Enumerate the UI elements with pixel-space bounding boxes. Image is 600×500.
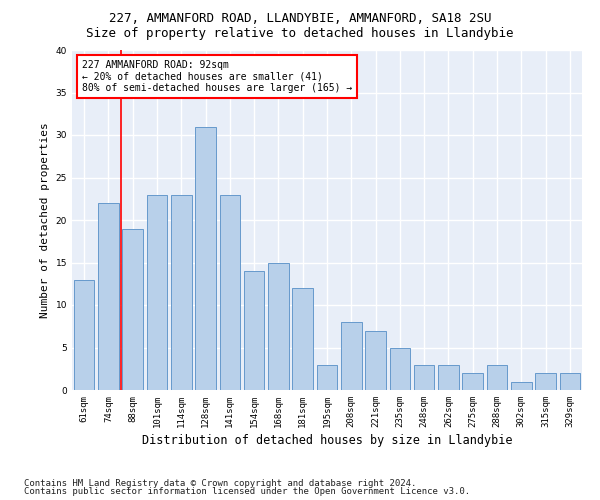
Text: 227 AMMANFORD ROAD: 92sqm
← 20% of detached houses are smaller (41)
80% of semi-: 227 AMMANFORD ROAD: 92sqm ← 20% of detac… — [82, 60, 352, 94]
Bar — [146, 194, 167, 390]
Bar — [414, 364, 434, 390]
Y-axis label: Number of detached properties: Number of detached properties — [40, 122, 50, 318]
Bar — [122, 228, 143, 390]
Bar — [463, 373, 483, 390]
Text: Size of property relative to detached houses in Llandybie: Size of property relative to detached ho… — [86, 28, 514, 40]
Bar — [341, 322, 362, 390]
Text: 227, AMMANFORD ROAD, LLANDYBIE, AMMANFORD, SA18 2SU: 227, AMMANFORD ROAD, LLANDYBIE, AMMANFOR… — [109, 12, 491, 26]
Bar — [268, 262, 289, 390]
Bar — [244, 271, 265, 390]
Bar — [171, 194, 191, 390]
Bar — [438, 364, 459, 390]
Bar — [74, 280, 94, 390]
Bar — [535, 373, 556, 390]
Bar — [195, 126, 216, 390]
Text: Contains public sector information licensed under the Open Government Licence v3: Contains public sector information licen… — [24, 487, 470, 496]
Bar — [487, 364, 508, 390]
Bar — [560, 373, 580, 390]
Text: Contains HM Land Registry data © Crown copyright and database right 2024.: Contains HM Land Registry data © Crown c… — [24, 478, 416, 488]
Bar — [389, 348, 410, 390]
X-axis label: Distribution of detached houses by size in Llandybie: Distribution of detached houses by size … — [142, 434, 512, 447]
Bar — [511, 382, 532, 390]
Bar — [98, 203, 119, 390]
Bar — [317, 364, 337, 390]
Bar — [365, 330, 386, 390]
Bar — [220, 194, 240, 390]
Bar — [292, 288, 313, 390]
